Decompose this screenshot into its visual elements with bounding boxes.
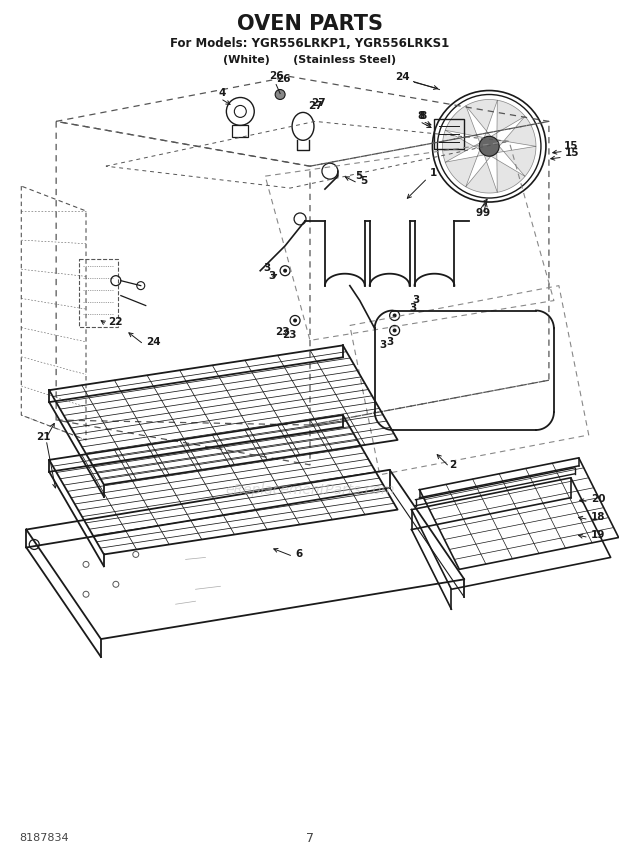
Text: OVEN PARTS: OVEN PARTS	[237, 14, 383, 34]
Circle shape	[283, 269, 287, 273]
Text: 9: 9	[482, 208, 489, 218]
Text: 4: 4	[218, 88, 226, 98]
Text: 3: 3	[268, 270, 275, 281]
Text: 3: 3	[387, 337, 394, 348]
Text: 26: 26	[269, 70, 283, 80]
Circle shape	[392, 313, 397, 318]
Text: 8187834: 8187834	[19, 833, 69, 843]
Text: 15: 15	[564, 141, 578, 152]
Polygon shape	[466, 155, 497, 193]
Polygon shape	[445, 105, 484, 143]
Text: 27: 27	[308, 101, 322, 111]
Polygon shape	[445, 150, 484, 187]
Text: 23: 23	[282, 330, 296, 341]
Circle shape	[479, 136, 499, 157]
Text: For Models: YGR556LRKP1, YGR556LRKS1: For Models: YGR556LRKP1, YGR556LRKS1	[170, 37, 450, 51]
Text: 22: 22	[108, 318, 122, 328]
Text: 5: 5	[360, 176, 367, 186]
Text: 1: 1	[430, 168, 436, 178]
Text: 23: 23	[275, 327, 290, 337]
Polygon shape	[443, 130, 480, 163]
Text: 24: 24	[396, 72, 410, 81]
Text: 2: 2	[450, 460, 456, 470]
Text: 7: 7	[306, 832, 314, 845]
Text: 8: 8	[420, 111, 427, 122]
Text: 3: 3	[412, 294, 420, 305]
Circle shape	[392, 329, 397, 332]
Circle shape	[293, 318, 297, 323]
Polygon shape	[497, 116, 536, 146]
Text: 3: 3	[263, 263, 270, 273]
Text: 3: 3	[410, 302, 417, 312]
Text: 6: 6	[295, 550, 303, 560]
Polygon shape	[491, 152, 525, 193]
Text: 9: 9	[476, 208, 483, 218]
Text: 27: 27	[311, 98, 326, 109]
Text: 18: 18	[591, 512, 605, 521]
Text: 19: 19	[591, 530, 605, 539]
Text: (White)      (Stainless Steel): (White) (Stainless Steel)	[223, 55, 397, 65]
Text: 15: 15	[565, 148, 579, 158]
Text: eReplacementParts.com: eReplacementParts.com	[225, 483, 395, 496]
Polygon shape	[491, 100, 525, 140]
Text: 26: 26	[276, 74, 290, 84]
Polygon shape	[497, 146, 536, 176]
Text: 3: 3	[379, 341, 387, 350]
Text: 21: 21	[36, 432, 51, 442]
Polygon shape	[466, 99, 497, 138]
Text: 8: 8	[417, 111, 425, 122]
Circle shape	[275, 90, 285, 99]
Text: 20: 20	[591, 494, 605, 503]
Text: 5: 5	[355, 171, 362, 181]
Text: 24: 24	[146, 337, 161, 348]
